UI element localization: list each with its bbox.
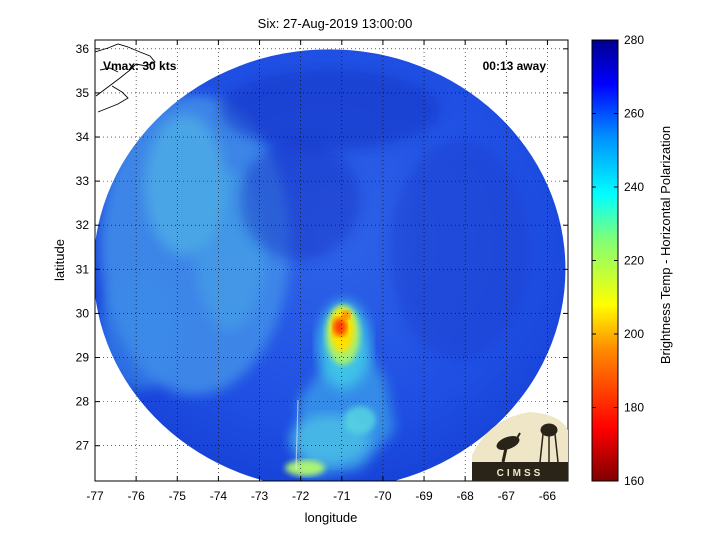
grid-lines [95,40,568,481]
y-tick-label: 27 [76,439,90,453]
time-away-label: 00:13 away [483,59,547,73]
coastline [95,43,156,113]
x-tick-label: -69 [415,489,433,503]
y-tick-label: 29 [76,351,90,365]
y-tick-label: 31 [76,262,90,276]
x-tick-label: -66 [539,489,557,503]
colorbar-tick-label: 240 [624,180,644,194]
y-axis-label: latitude [52,239,67,281]
x-tick-label: -70 [374,489,392,503]
colorbar-tick-label: 220 [624,254,644,268]
colorbar-ticks: 160 180 200 220 240 260 280 [592,33,644,488]
x-tick-label: -67 [498,489,516,503]
axes-frame [94,39,569,482]
x-axis: -77 -76 -75 -74 -73 -72 -71 -70 -69 -68 -67 -66 [86,40,556,503]
y-tick-label: 33 [76,174,90,188]
satellite-dish-icon [496,436,520,450]
y-tick-label: 34 [76,130,90,144]
colorbar-tick-label: 200 [624,327,644,341]
colorbar: 160 180 200 220 240 260 280 Brightness Temp - … [591,33,673,488]
x-tick-label: -77 [86,489,104,503]
vmax-label: Vmax: 30 kts [103,59,177,73]
colorbar-tick-label: 280 [624,33,644,47]
logo-ground [472,462,568,481]
y-tick-label: 28 [76,395,90,409]
colorbar-label: Brightness Temp - Horizontal Polarizatio… [658,126,673,364]
x-tick-label: -75 [169,489,187,503]
x-tick-label: -74 [210,489,228,503]
x-axis-label: longitude [305,510,358,525]
logo-text: CIMSS [497,468,544,479]
y-tick-label: 35 [76,86,90,100]
swath-image [95,49,566,481]
y-tick-label: 30 [76,306,90,320]
y-axis: 27 28 29 30 31 32 33 34 35 36 [76,42,568,453]
water-tower-icon [539,423,559,463]
x-tick-label: -68 [457,489,475,503]
x-tick-label: -76 [127,489,145,503]
colorbar-tick-label: 180 [624,401,644,415]
x-tick-label: -71 [333,489,351,503]
plot-area: -77 -76 -75 -74 -73 -72 -71 -70 -69 -68 -67 -66 272… [52,39,569,525]
colorbar-tick-label: 260 [624,107,644,121]
colorbar-tick-label: 160 [624,474,644,488]
x-tick-label: -72 [292,489,310,503]
scan-seam [295,399,299,471]
y-tick-label: 36 [76,42,90,56]
x-tick-label: -73 [251,489,269,503]
cimss-logo: CIMSS [472,412,568,481]
chart-title: Six: 27-Aug-2019 13:00:00 [258,16,413,31]
y-tick-label: 32 [76,218,90,232]
